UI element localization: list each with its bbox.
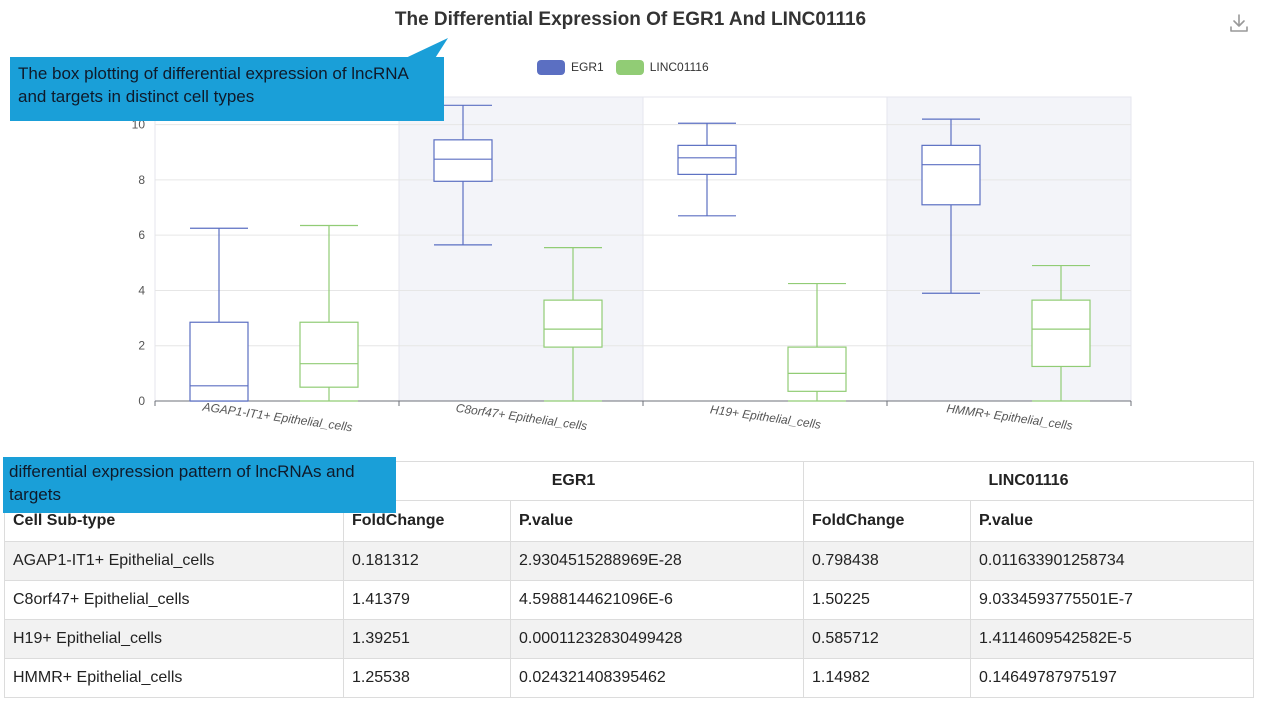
legend-swatch-linc01116 — [615, 59, 644, 75]
table-header-pvalue-linc01116: P.value — [970, 500, 1254, 542]
box-iqr — [787, 346, 847, 392]
table-cell: 1.25538 — [343, 658, 511, 698]
table-row: H19+ Epithelial_cells 1.39251 0.00011232… — [4, 619, 1254, 659]
boxplot-chart: 0 2 4 6 8 10 AGAP1-IT1+ Epithelial_cells C8orf4… — [132, 38, 1132, 434]
table-row: C8orf47+ Epithelial_cells 1.41379 4.5988… — [4, 580, 1254, 620]
table-row: AGAP1-IT1+ Epithelial_cells 0.181312 2.9… — [4, 541, 1254, 581]
table-cell: 9.0334593775501E-7 — [970, 580, 1254, 620]
y-tick-label: 4 — [138, 283, 145, 297]
table-cell: 0.181312 — [343, 541, 511, 581]
annotation-callout-boxplot: The box plotting of differential express… — [10, 57, 444, 121]
y-tick-label: 2 — [138, 339, 145, 353]
legend-item-egr1[interactable]: EGR1 — [537, 59, 604, 75]
table-cell: C8orf47+ Epithelial_cells — [4, 580, 344, 620]
table-cell: 1.39251 — [343, 619, 511, 659]
box-iqr — [299, 321, 359, 388]
y-tick-label: 10 — [132, 118, 146, 132]
box-iqr — [189, 321, 249, 402]
box-linc01116-1[interactable] — [543, 247, 603, 402]
x-tick-label: C8orf47+ Epithelial_cells — [455, 401, 588, 433]
box-egr1-3[interactable] — [921, 118, 981, 294]
legend-label-linc01116: LINC01116 — [649, 60, 709, 74]
x-tick-label: HMMR+ Epithelial_cells — [946, 401, 1074, 433]
box-iqr — [543, 299, 603, 348]
table-cell: 1.4114609542582E-5 — [970, 619, 1254, 659]
box-linc01116-2[interactable] — [787, 282, 847, 402]
table-header-pvalue-egr1: P.value — [510, 500, 804, 542]
table-header-foldchange-linc01116: FoldChange — [803, 500, 971, 542]
box-linc01116-0[interactable] — [299, 224, 359, 402]
box-iqr — [677, 144, 737, 175]
table-cell: AGAP1-IT1+ Epithelial_cells — [4, 541, 344, 581]
table-cell: 4.5988144621096E-6 — [510, 580, 804, 620]
table-cell: H19+ Epithelial_cells — [4, 619, 344, 659]
table-cell: 2.9304515288969E-28 — [510, 541, 804, 581]
box-iqr — [1031, 299, 1091, 368]
table-cell: 1.14982 — [803, 658, 971, 698]
legend-label-egr1: EGR1 — [571, 60, 604, 74]
table-cell: 0.00011232830499428 — [510, 619, 804, 659]
legend-item-linc01116[interactable]: LINC01116 — [615, 59, 709, 75]
annotation-callout-table: differential expression pattern of lncRN… — [3, 457, 396, 513]
category-band — [887, 97, 1131, 401]
table-cell: 1.41379 — [343, 580, 511, 620]
x-tick-label: AGAP1-IT1+ Epithelial_cells — [201, 399, 354, 434]
y-tick-label: 0 — [138, 394, 145, 408]
box-iqr — [921, 144, 981, 206]
table-cell: 1.50225 — [803, 580, 971, 620]
table-cell: 0.011633901258734 — [970, 541, 1254, 581]
table-group-header-egr1: EGR1 — [343, 461, 804, 501]
download-icon[interactable] — [1228, 12, 1250, 34]
table-cell: 0.798438 — [803, 541, 971, 581]
y-tick-label: 6 — [138, 228, 145, 242]
box-iqr — [433, 139, 493, 182]
x-tick-label: H19+ Epithelial_cells — [709, 402, 822, 431]
table-cell: 0.585712 — [803, 619, 971, 659]
chart-legend: EGR1 LINC01116 — [537, 58, 721, 76]
box-egr1-0[interactable] — [189, 227, 249, 402]
chart-title: The Differential Expression Of EGR1 And … — [394, 9, 867, 30]
callout-pointer-top — [395, 38, 448, 63]
y-tick-label: 8 — [138, 173, 145, 187]
box-egr1-2[interactable] — [677, 122, 737, 217]
table-row: HMMR+ Epithelial_cells 1.25538 0.0243214… — [4, 658, 1254, 698]
table-group-header-linc01116: LINC01116 — [803, 461, 1254, 501]
box-linc01116-3[interactable] — [1031, 264, 1091, 402]
legend-swatch-egr1 — [537, 59, 565, 75]
box-egr1-1[interactable] — [433, 104, 493, 246]
table-cell: HMMR+ Epithelial_cells — [4, 658, 344, 698]
table-cell: 0.024321408395462 — [510, 658, 804, 698]
table-cell: 0.14649787975197 — [970, 658, 1254, 698]
